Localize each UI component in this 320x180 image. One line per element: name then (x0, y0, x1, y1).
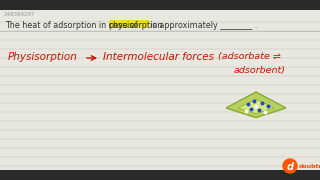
Text: d: d (286, 162, 293, 172)
Text: is approximately ________ .: is approximately ________ . (148, 21, 258, 30)
FancyBboxPatch shape (0, 10, 320, 170)
Circle shape (283, 159, 297, 173)
Text: Intermolecular forces: Intermolecular forces (103, 52, 214, 62)
Text: (adsorbate ⇌: (adsorbate ⇌ (218, 52, 281, 61)
Text: physisorption: physisorption (109, 21, 163, 30)
Text: The heat of adsorption in case of: The heat of adsorption in case of (5, 21, 140, 30)
Text: 248384297: 248384297 (4, 12, 36, 17)
Polygon shape (238, 99, 274, 114)
Polygon shape (226, 92, 286, 118)
Text: Physisorption: Physisorption (8, 52, 78, 62)
Text: doubtnut: doubtnut (299, 165, 320, 170)
Bar (109, 20, 149, 28)
Text: adsorbent): adsorbent) (234, 66, 286, 75)
